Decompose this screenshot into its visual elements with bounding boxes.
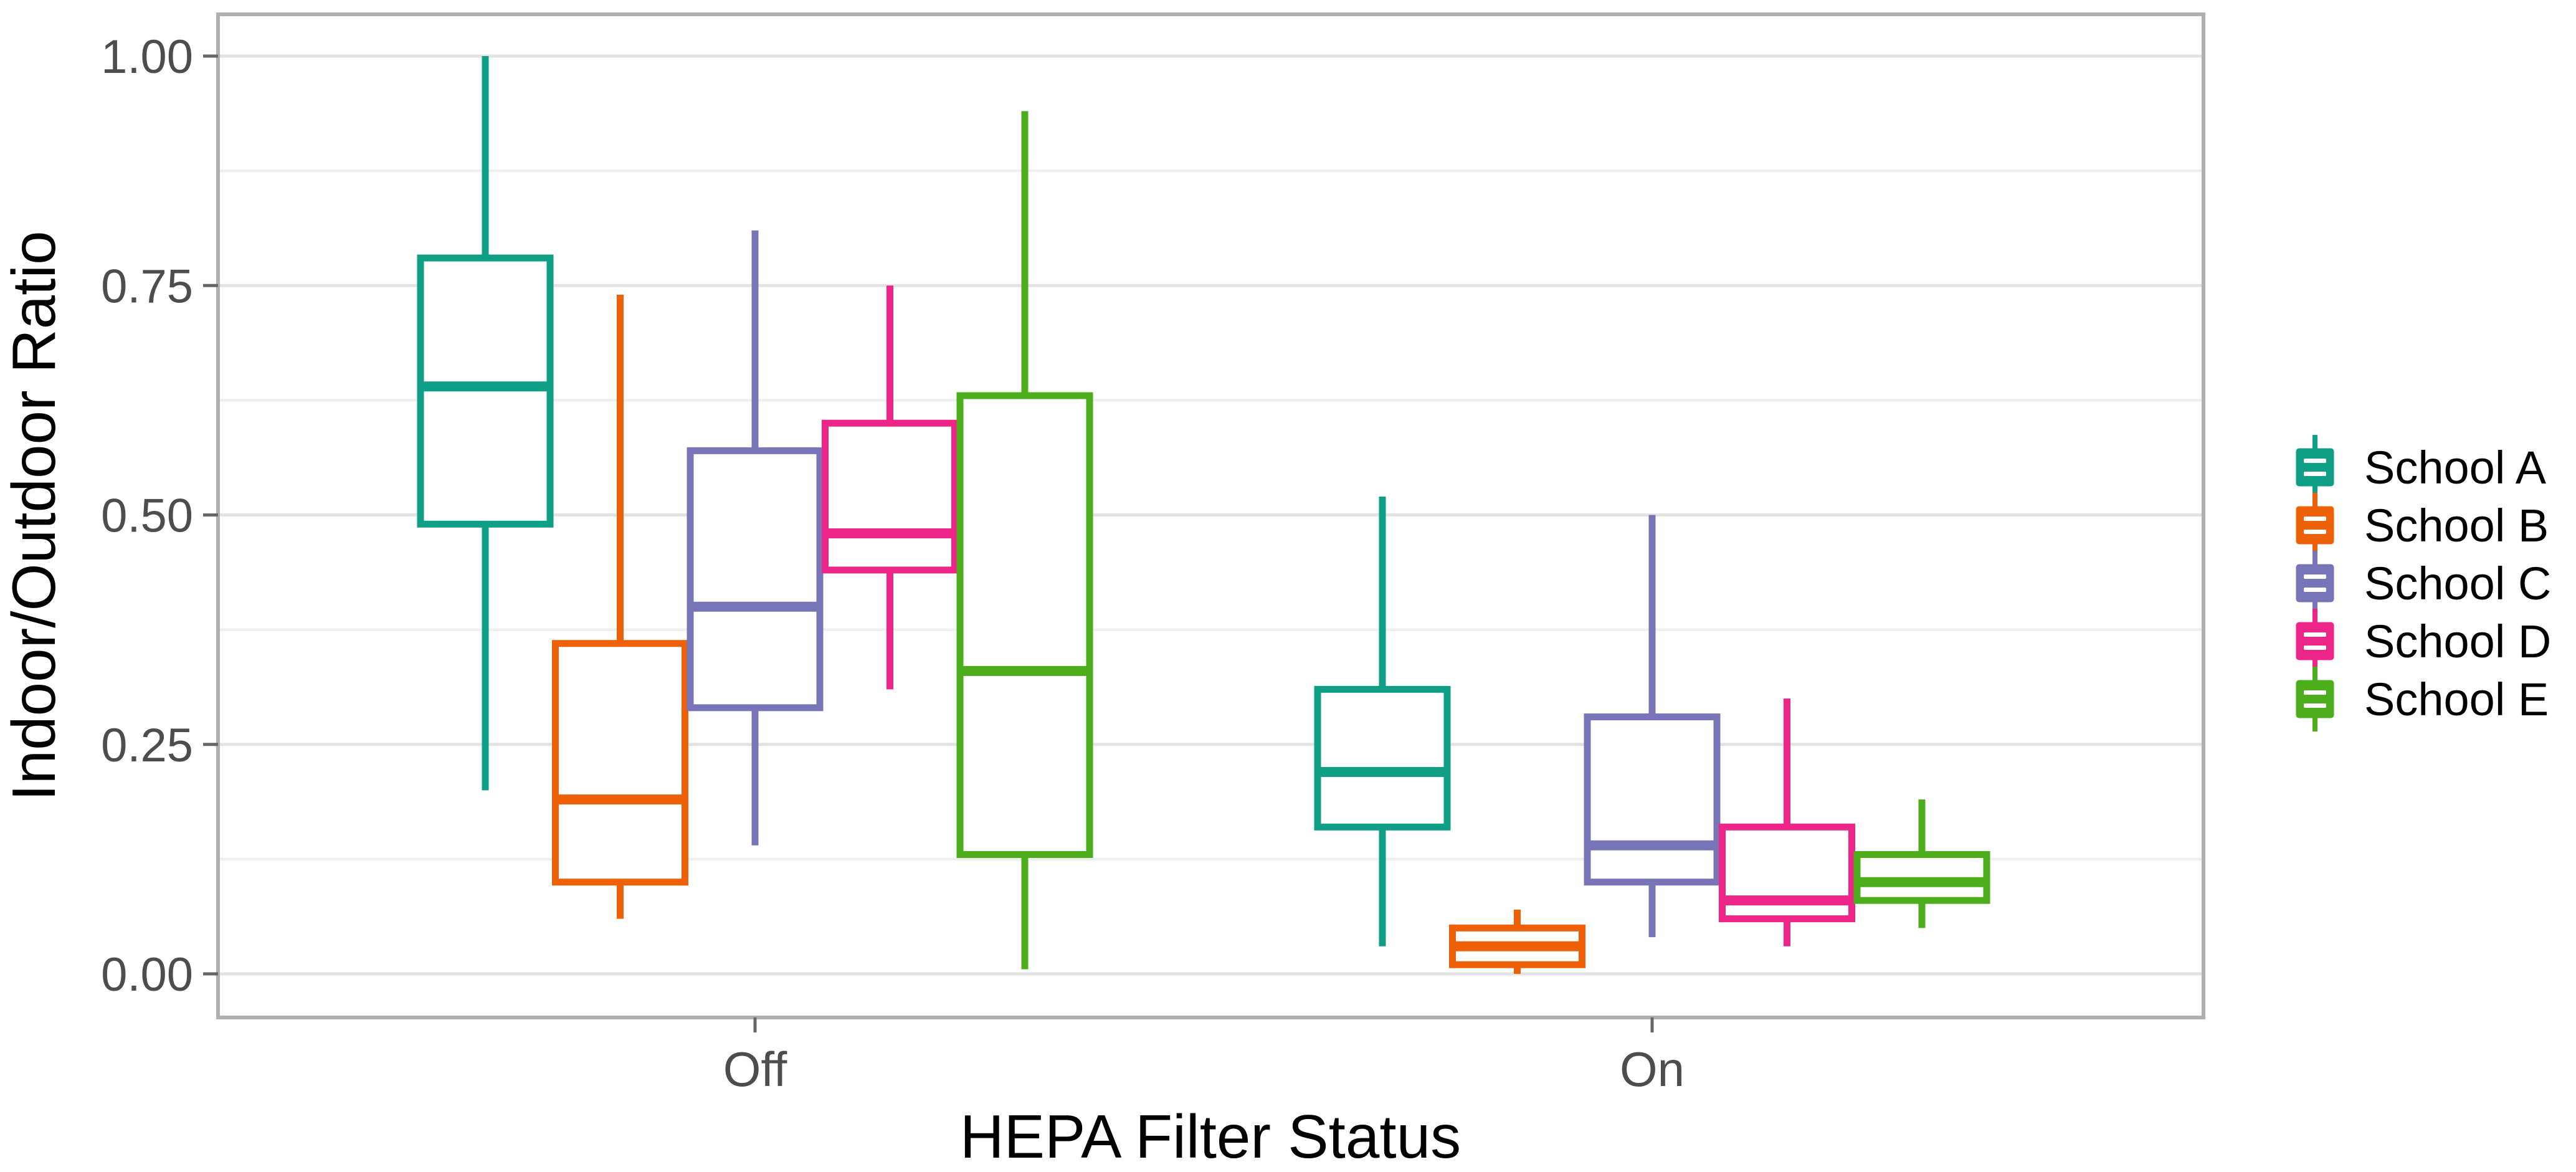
- legend-key-boxplot-icon: [2296, 667, 2334, 731]
- legend-label: School C: [2364, 558, 2551, 609]
- boxplot-school-a-off: [417, 56, 554, 791]
- legend-key-lower-dash: [2304, 472, 2326, 476]
- legend-key-boxplot-icon: [2296, 493, 2334, 558]
- legend-key-box: [2296, 680, 2334, 718]
- x-category-label-off: Off: [723, 1042, 787, 1097]
- legend-key-boxplot-icon: [2296, 609, 2334, 674]
- box-rect: [1314, 685, 1451, 831]
- boxplot-school-c-on: [1584, 515, 1721, 938]
- y-axis-title: Indoor/Outdoor Ratio: [0, 231, 68, 801]
- y-axis: 0.00 0.25 0.50 0.75 1.00: [101, 31, 218, 1001]
- legend-item-school-a: School A: [2296, 435, 2547, 500]
- boxplot-school-e-off: [956, 111, 1093, 970]
- boxplots-group: [417, 56, 1990, 974]
- legend-key-upper-dash: [2304, 517, 2326, 521]
- box-rect: [1584, 713, 1721, 886]
- legend-key-box: [2296, 448, 2334, 487]
- legend-key-lower-dash: [2304, 646, 2326, 650]
- legend-key-box: [2296, 506, 2334, 545]
- boxplot-school-b-on: [1449, 909, 1585, 974]
- boxplot-school-d-off: [822, 285, 958, 690]
- legend-label: School D: [2364, 616, 2551, 667]
- legend-key-upper-dash: [2304, 690, 2326, 695]
- legend-key-lower-dash: [2304, 530, 2326, 534]
- y-tick-label: 1.00: [101, 31, 193, 83]
- legend-item-school-b: School B: [2296, 493, 2549, 558]
- legend-key-upper-dash: [2304, 459, 2326, 463]
- legend-label: School A: [2364, 442, 2547, 493]
- boxplot-school-c-off: [687, 230, 824, 846]
- boxplot-school-e-on: [1853, 799, 1990, 928]
- legend-item-school-d: School D: [2296, 609, 2551, 674]
- box-rect: [956, 392, 1093, 859]
- y-tick-label: 0.50: [101, 490, 193, 543]
- legend-key-lower-dash: [2304, 588, 2326, 592]
- legend-key-box: [2296, 564, 2334, 603]
- legend-key-upper-dash: [2304, 632, 2326, 637]
- legend-label: School E: [2364, 674, 2549, 725]
- x-axis: Off On: [723, 1017, 1685, 1097]
- legend-key-boxplot-icon: [2296, 435, 2334, 500]
- box-rect: [822, 419, 958, 574]
- y-tick-label: 0.25: [101, 719, 193, 772]
- legend-item-school-e: School E: [2296, 667, 2549, 731]
- legend: School A School B School C School D School E: [2296, 435, 2551, 731]
- legend-key-upper-dash: [2304, 574, 2326, 579]
- box-rect: [552, 640, 688, 886]
- boxplot-school-b-off: [552, 294, 688, 919]
- x-category-label-on: On: [1620, 1042, 1685, 1097]
- legend-key-lower-dash: [2304, 703, 2326, 708]
- box-rect: [687, 447, 824, 712]
- legend-key-boxplot-icon: [2296, 551, 2334, 616]
- boxplot-school-d-on: [1719, 698, 1855, 946]
- legend-label: School B: [2364, 500, 2549, 551]
- y-tick-label: 0.75: [101, 260, 193, 313]
- x-axis-title: HEPA Filter Status: [960, 1102, 1461, 1171]
- y-tick-label: 0.00: [101, 948, 193, 1001]
- legend-key-box: [2296, 622, 2334, 660]
- boxplot-school-a-on: [1314, 497, 1451, 946]
- legend-item-school-c: School C: [2296, 551, 2551, 616]
